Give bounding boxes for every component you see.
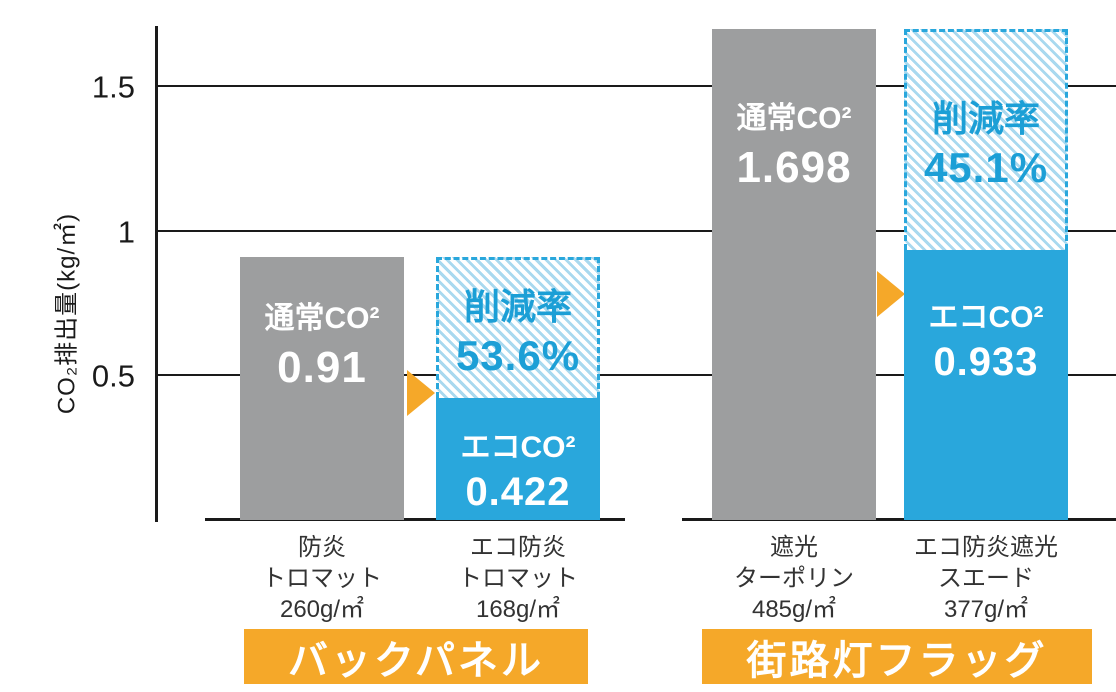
category-line: 485g/㎡: [751, 596, 837, 623]
gridline-1-0: [157, 229, 1116, 232]
group-banner-streetflag: 街路灯フラッグ: [702, 629, 1092, 684]
bar-label-eco-co2: エコCO²: [460, 430, 576, 464]
bar-normal-streetflag: 通常CO² 1.698: [712, 28, 876, 520]
eco-solid-area: エコCO² 0.933: [904, 250, 1068, 520]
category-line: 防炎: [298, 534, 346, 561]
y-tick-label-0-5: 0.5: [91, 358, 135, 394]
reduction-label: 削減率: [463, 285, 572, 327]
x-baseline-group2: [682, 518, 1116, 521]
reduction-hatch-area: 削減率 53.6%: [436, 256, 600, 398]
bar-eco-streetflag: 削減率 45.1% エコCO² 0.933: [904, 28, 1068, 520]
bar-category-label: エコ防炎 トロマット 168g/㎡: [398, 532, 638, 625]
category-line: エコ防炎: [470, 534, 566, 561]
bar-eco-backpanel: 削減率 53.6% エコCO² 0.422: [436, 256, 600, 520]
reduction-value: 45.1%: [923, 143, 1049, 191]
bar-category-label: 防炎 トロマット 260g/㎡: [202, 532, 442, 625]
category-line: ターポリン: [734, 565, 854, 592]
bar-label-normal-co2: 通常CO²: [264, 301, 380, 335]
y-axis-line: [155, 26, 158, 522]
bar-normal-backpanel: 通常CO² 0.91: [240, 256, 404, 520]
group-banner-backpanel: バックパネル: [244, 629, 588, 684]
x-baseline-group1: [205, 518, 625, 521]
reduction-label: 削減率: [931, 97, 1040, 139]
y-axis-title: CO₂排出量(kg/㎡): [53, 212, 81, 415]
arrow-right-icon: [877, 271, 905, 317]
reduction-value: 53.6%: [455, 331, 581, 379]
category-line: スエード: [938, 565, 1034, 592]
bar-value-eco-co2: 0.422: [465, 469, 571, 514]
category-line: トロマット: [458, 565, 578, 592]
bar-value-eco-co2: 0.933: [933, 340, 1039, 384]
category-line: エコ防炎遮光: [914, 534, 1058, 561]
category-line: 260g/㎡: [279, 596, 365, 623]
bar-label-eco-co2: エコCO²: [928, 301, 1044, 334]
category-line: 168g/㎡: [475, 596, 561, 623]
category-line: 377g/㎡: [943, 596, 1029, 623]
category-line: 遮光: [770, 534, 818, 561]
bar-label-normal-co2: 通常CO²: [736, 101, 852, 135]
y-tick-label-1-0: 1: [117, 214, 135, 250]
eco-solid-area: エコCO² 0.422: [436, 397, 600, 520]
bar-value-normal-co2: 0.91: [277, 342, 367, 392]
bar-category-label: 遮光 ターポリン 485g/㎡: [674, 532, 914, 625]
arrow-right-icon: [407, 370, 435, 416]
gridline-1-5: [157, 84, 1116, 87]
y-tick-label-1-5: 1.5: [91, 69, 135, 105]
plot-area: 1.5 1 0.5 通常CO² 0.91 削減率 53.6% エコCO² 0.4…: [92, 28, 1116, 521]
category-line: トロマット: [262, 565, 382, 592]
bar-category-label: エコ防炎遮光 スエード 377g/㎡: [866, 532, 1106, 625]
gridline-0-5: [157, 374, 1116, 377]
bar-value-normal-co2: 1.698: [736, 142, 852, 192]
reduction-hatch-area: 削減率 45.1%: [904, 28, 1068, 250]
